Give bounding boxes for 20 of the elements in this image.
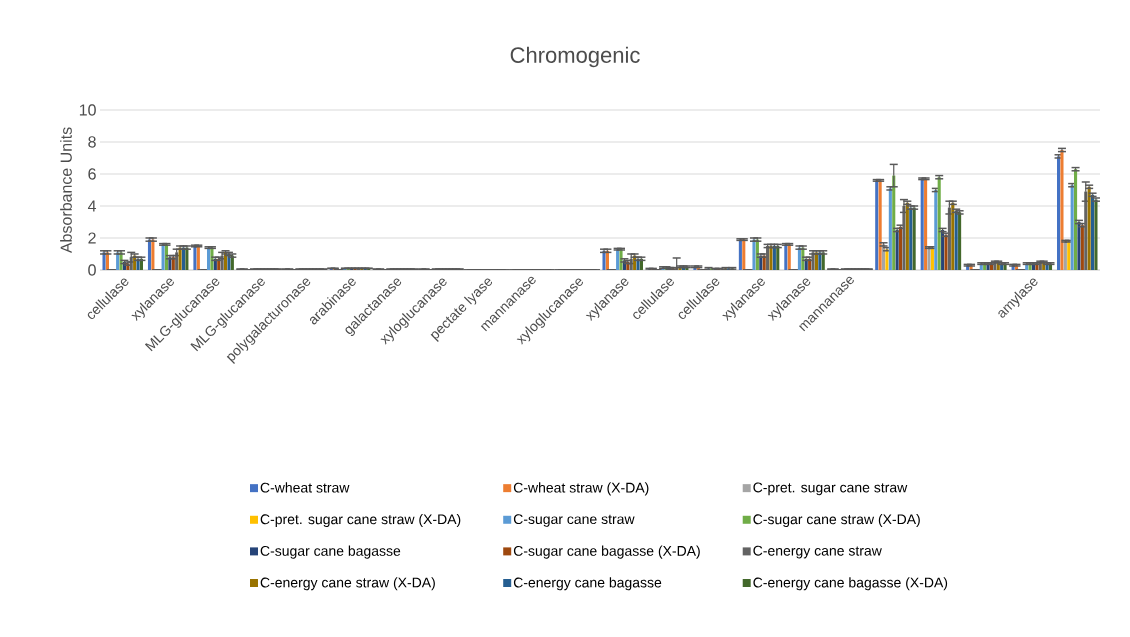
legend-label: C-pret. sugar cane straw <box>753 482 908 496</box>
legend-label: C-sugar cane bagasse (X-DA) <box>513 545 700 559</box>
chart-title: Chromogenic <box>510 46 640 68</box>
y-tick-label: 4 <box>87 200 97 212</box>
legend-label: C-sugar cane straw (X-DA) <box>753 513 920 528</box>
legend-label: C-sugar cane bagasse <box>260 545 401 559</box>
legend-label: C-energy cane straw (X-DA) <box>260 577 435 591</box>
legend-label: C-sugar cane straw <box>513 514 635 527</box>
legend-label: C-wheat straw <box>260 482 350 493</box>
legend-label: C-energy cane straw <box>753 545 882 559</box>
y-tick-label: 10 <box>79 104 96 116</box>
legend-label: C-energy cane bagasse (X-DA) <box>753 577 948 591</box>
y-tick-label: 8 <box>88 136 96 148</box>
y-axis-title: Absorbance Units <box>60 127 72 254</box>
legend-label: C-pret. sugar cane straw (X-DA) <box>260 513 461 528</box>
y-tick-label: 6 <box>88 168 96 180</box>
y-tick-label: 0 <box>88 264 96 276</box>
legend-label: C-energy cane bagasse <box>513 577 662 591</box>
legend-label: C-wheat straw (X-DA) <box>513 482 649 496</box>
y-tick-label: 2 <box>88 232 96 244</box>
